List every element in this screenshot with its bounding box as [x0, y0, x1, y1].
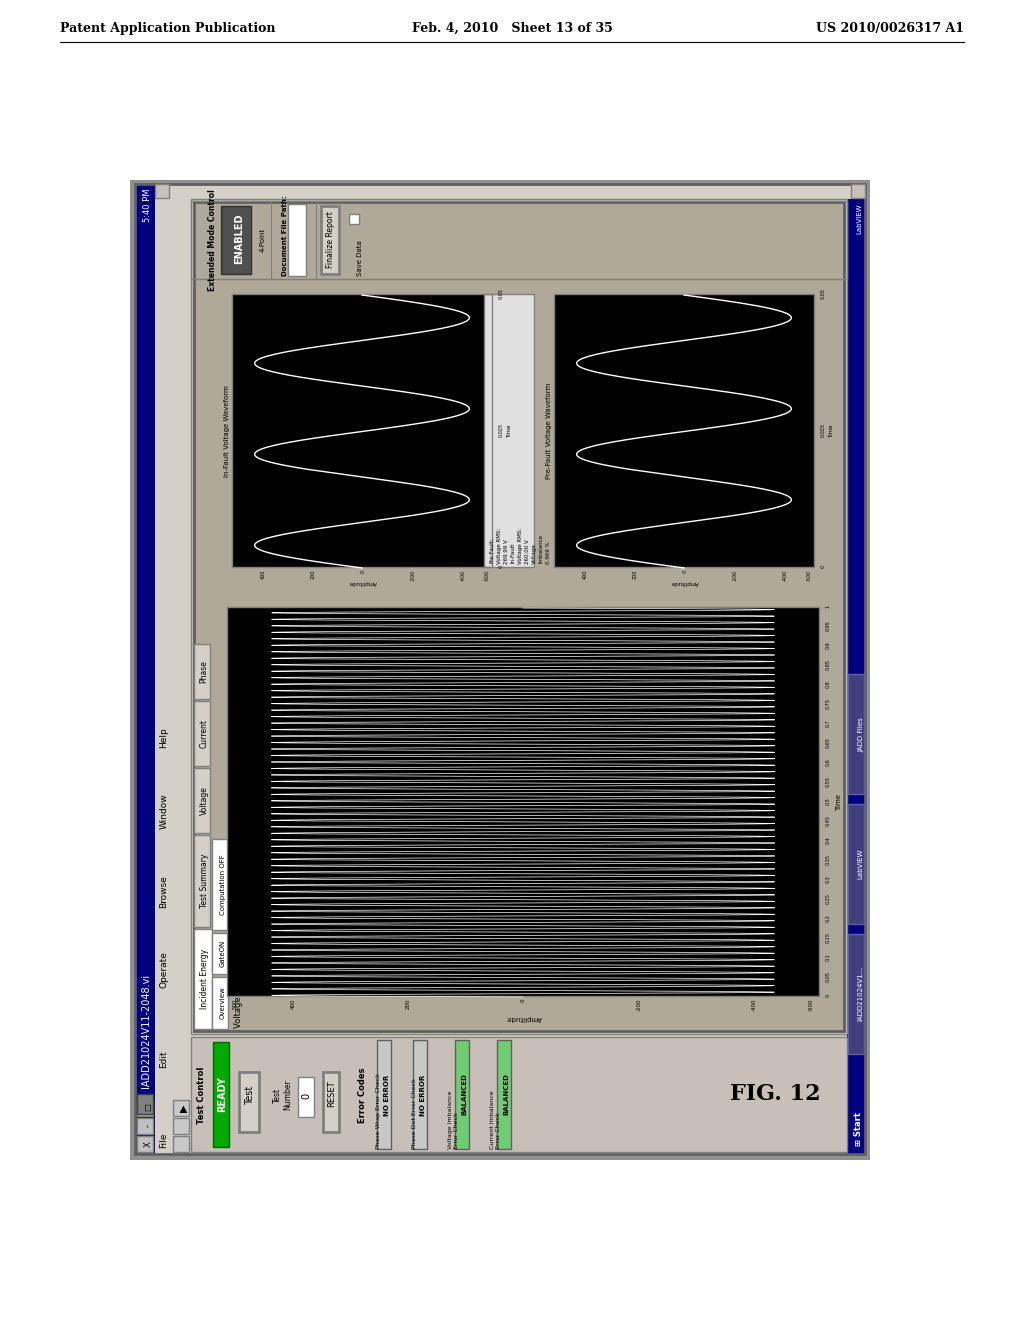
Text: Patent Application Publication: Patent Application Publication: [60, 22, 275, 36]
Text: Feb. 4, 2010   Sheet 13 of 35: Feb. 4, 2010 Sheet 13 of 35: [412, 22, 612, 36]
Text: US 2010/0026317 A1: US 2010/0026317 A1: [816, 22, 964, 36]
Text: FIG. 12: FIG. 12: [730, 1082, 820, 1105]
